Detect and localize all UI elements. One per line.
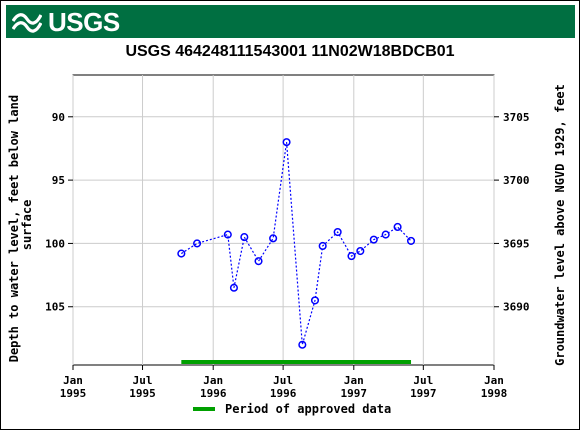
- data-point: [223, 230, 232, 239]
- data-point: [347, 252, 356, 261]
- tick-label-x-month: Jan: [344, 374, 364, 387]
- tick-label-right: 3695: [503, 237, 530, 250]
- tick-label-x: Jan 1995: [60, 374, 87, 400]
- tick-label-x-month: Jan: [484, 374, 504, 387]
- legend-swatch-approved: [193, 407, 215, 411]
- data-point: [269, 234, 278, 243]
- tick-label-x: Jan 1996: [200, 374, 227, 400]
- tick-label-left: 95: [52, 174, 65, 187]
- usgs-logo[interactable]: USGS: [12, 8, 120, 36]
- data-point: [369, 235, 378, 244]
- y-axis-left-title: Depth to water level, feet below land su…: [7, 88, 34, 363]
- tick-label-x-year: 1995: [60, 387, 87, 400]
- data-point: [333, 227, 342, 237]
- data-point: [282, 138, 291, 147]
- data-point: [393, 222, 402, 232]
- tick-label-x-month: Jul: [133, 374, 153, 387]
- tick-label-left: 90: [52, 111, 65, 124]
- tick-label-x-year: 1995: [129, 387, 156, 400]
- data-point: [310, 296, 320, 305]
- tick-label-x: Jan 1998: [481, 374, 508, 400]
- usgs-banner: USGS: [6, 5, 575, 38]
- data-point: [254, 257, 263, 266]
- data-point: [298, 340, 307, 349]
- tick-label-x-year: 1996: [270, 387, 297, 400]
- tick-label-left: 100: [45, 237, 65, 250]
- data-point: [240, 233, 249, 242]
- tick-label-x-year: 1998: [481, 387, 508, 400]
- tick-label-x: Jul 1995: [129, 374, 156, 400]
- y-axis-left-title-line-1: Depth to water level, feet below land: [7, 95, 21, 362]
- data-point: [356, 246, 365, 256]
- chart-title: USGS 464248111543001 11N02W18BDCB01: [125, 43, 455, 60]
- tick-label-x-year: 1997: [410, 387, 437, 400]
- tick-label-x: Jan 1997: [341, 374, 368, 400]
- tick-label-x-month: Jan: [203, 374, 223, 387]
- data-point: [193, 239, 202, 248]
- usgs-logo-text: USGS: [48, 7, 120, 37]
- data-point: [406, 236, 416, 245]
- legend: Period of approved data: [193, 402, 391, 416]
- tick-label-right: 3700: [503, 174, 530, 187]
- data-point: [318, 241, 327, 251]
- legend-label-approved: Period of approved data: [225, 402, 392, 416]
- tick-label-x-year: 1997: [341, 387, 368, 400]
- data-point: [229, 283, 238, 292]
- data-point: [177, 249, 186, 258]
- approved-period-bar: [181, 360, 412, 364]
- y-axis-right-title: Groundwater level above NGVD 1929, feet: [553, 84, 567, 366]
- tick-label-left: 105: [45, 301, 65, 314]
- tick-label-x-month: Jul: [413, 374, 433, 387]
- y-axis-left-title-line-2: surface: [20, 200, 34, 251]
- tick-label-x-month: Jan: [63, 374, 83, 387]
- tick-label-right: 3705: [503, 111, 530, 124]
- data-point: [381, 230, 390, 239]
- tick-label-x-year: 1996: [200, 387, 227, 400]
- tick-label-x-month: Jul: [273, 374, 293, 387]
- tick-label-right: 3690: [503, 301, 530, 314]
- usgs-wave-icon: [12, 13, 42, 33]
- tick-label-x: Jul 1997: [410, 374, 437, 400]
- tick-label-x: Jul 1996: [270, 374, 297, 400]
